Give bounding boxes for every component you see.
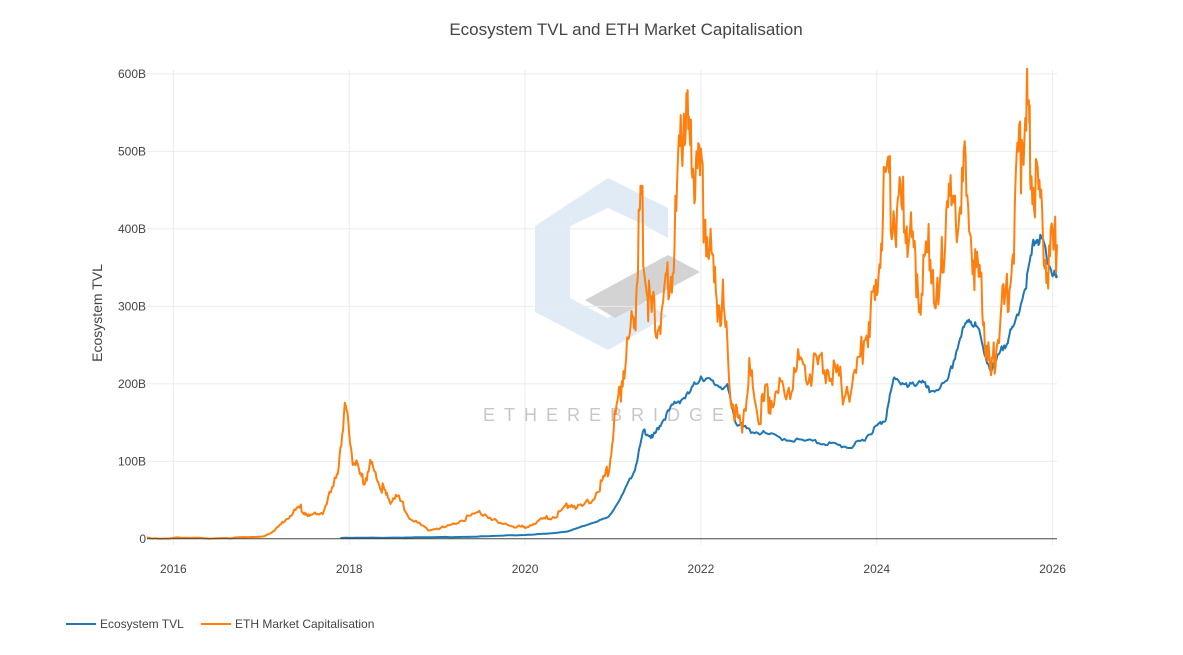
y-tick-label: 400B	[118, 222, 146, 236]
y-tick-label: 200B	[118, 377, 146, 391]
y-tick-label: 600B	[118, 67, 146, 81]
grid	[147, 70, 1057, 545]
y-tick-label: 300B	[118, 299, 146, 313]
series-layer	[146, 67, 1058, 540]
y-tick-label: 100B	[118, 454, 146, 468]
x-tick-label: 2020	[512, 562, 539, 576]
watermark-text: ETHEREBRIDGE	[483, 405, 733, 425]
x-tick-label: 2024	[863, 562, 890, 576]
x-tick-label: 2026	[1039, 562, 1066, 576]
x-tick-label: 2018	[336, 562, 363, 576]
x-tick-label: 2016	[160, 562, 187, 576]
series-line-ecosystem-tvl	[340, 233, 1058, 539]
axes: 2016 2018 2020 2022 2024 2026 0 100B 200B 300B 400…	[118, 67, 1066, 576]
legend-label[interactable]: ETH Market Capitalisation	[235, 617, 374, 631]
watermark-band-shape	[585, 255, 700, 318]
watermark-hex-shape	[535, 178, 668, 350]
series-line-eth-market-cap	[146, 67, 1058, 540]
y-tick-label: 500B	[118, 144, 146, 158]
watermark-logo: ETHEREBRIDGE	[483, 178, 733, 425]
legend-label[interactable]: Ecosystem TVL	[100, 617, 184, 631]
chart-title: Ecosystem TVL and ETH Market Capitalisat…	[449, 20, 802, 39]
y-tick-label: 0	[139, 532, 146, 546]
y-axis-label: Ecosystem TVL	[89, 264, 105, 362]
legend: Ecosystem TVL ETH Market Capitalisation	[66, 617, 374, 631]
x-tick-label: 2022	[688, 562, 715, 576]
